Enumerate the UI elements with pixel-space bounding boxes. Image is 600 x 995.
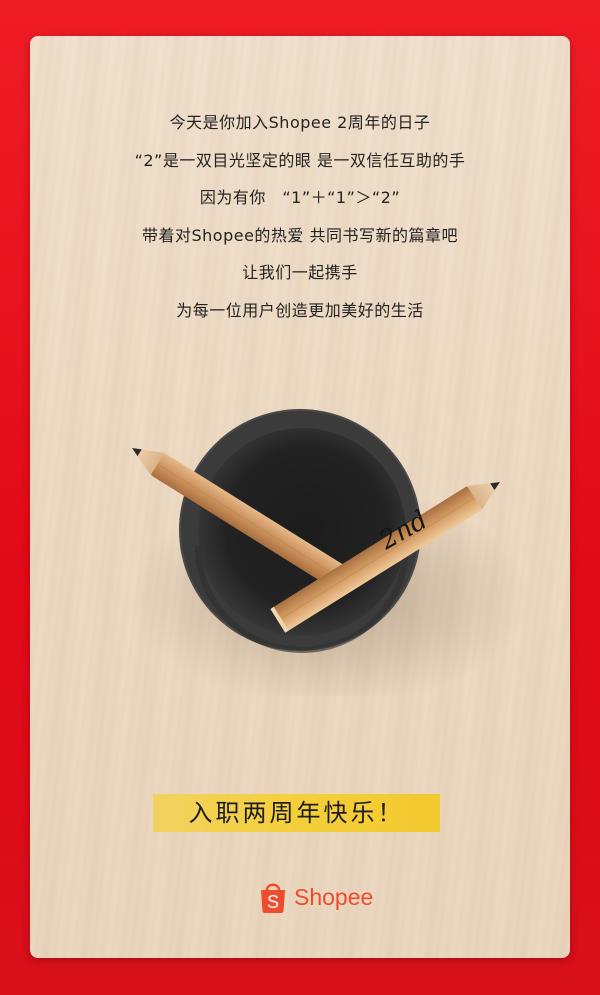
- message-line-5: 让我们一起携手: [242, 263, 358, 282]
- shopee-wordmark: Shopee: [294, 884, 374, 910]
- anniversary-message: 今天是你加入Shopee 2周年的日子 “2”是一双目光坚定的眼 是一双信任互助…: [30, 104, 570, 329]
- anniversary-card: 今天是你加入Shopee 2周年的日子 “2”是一双目光坚定的眼 是一双信任互助…: [30, 36, 570, 958]
- shopee-bag-letter: S: [267, 892, 279, 912]
- shopee-logo: S Shopee: [258, 879, 373, 915]
- pencil-cup-illustration: 2nd: [130, 409, 530, 696]
- message-line-3: 因为有你 “1”＋“1”＞“2”: [199, 188, 401, 207]
- anniversary-banner: 入职两周年快乐！: [188, 799, 405, 827]
- message-line-4: 带着对Shopee的热爱 共同书写新的篇章吧: [141, 225, 459, 245]
- message-line-1: 今天是你加入Shopee 2周年的日子: [169, 113, 431, 132]
- banner-highlight: [153, 794, 440, 832]
- shopee-bag-icon: S: [261, 883, 285, 913]
- message-line-2: “2”是一双目光坚定的眼 是一双信任互助的手: [134, 150, 466, 170]
- message-line-6: 为每一位用户创造更加美好的生活: [176, 300, 424, 320]
- pencil-icon: [270, 482, 500, 633]
